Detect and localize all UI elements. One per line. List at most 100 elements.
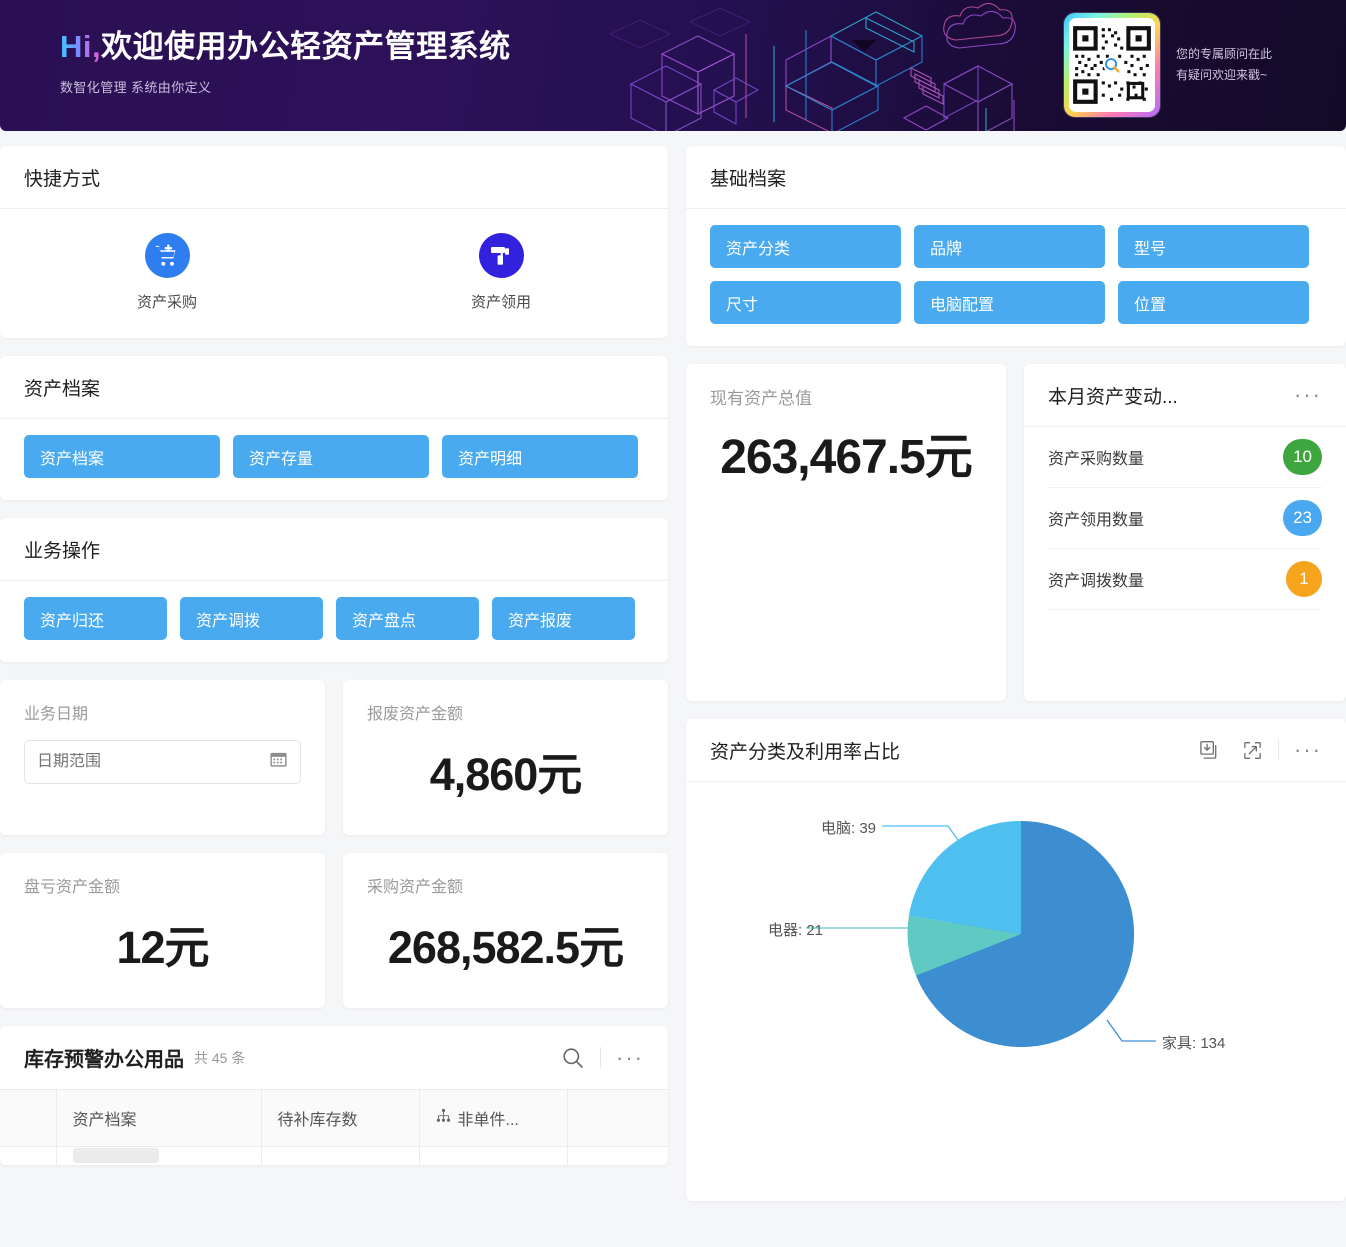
banner-hi: Hi,	[60, 29, 102, 64]
purchase-amount-value: 268,582.5元	[387, 922, 624, 973]
asset-archive-card: 资产档案 资产档案 资产存量 资产明细	[0, 356, 668, 500]
pie-label-computer: 电脑: 39	[821, 820, 877, 837]
shortcuts-list: 资产采购 资产领用	[0, 209, 668, 338]
monthly-change-list: 资产采购数量 10 资产领用数量 23 资产调拨数量 1	[1024, 427, 1346, 610]
table-col-extra	[567, 1089, 668, 1147]
table-cell-asset-archive	[56, 1146, 262, 1165]
chart-toolbar-divider	[1278, 739, 1280, 761]
chart-more-button[interactable]: ···	[1294, 737, 1322, 762]
basic-archive-card: 基础档案 资产分类 品牌 型号 尺寸 电脑配置 位置	[686, 146, 1346, 346]
monthly-change-more-button[interactable]: ···	[1294, 382, 1322, 407]
loss-amount-card: 盘亏资产金额 12元	[0, 853, 325, 1008]
change-label: 资产采购数量	[1048, 451, 1145, 468]
paint-roller-icon	[478, 233, 524, 278]
button-asset-return[interactable]: 资产归还	[24, 597, 167, 640]
basic-archive-title: 基础档案	[710, 168, 787, 190]
total-value-card: 现有资产总值 263,467.5元	[686, 364, 1006, 701]
metrics-row-2: 盘亏资产金额 12元 采购资产金额 268,582.5元	[0, 853, 668, 1008]
button-asset-transfer[interactable]: 资产调拨	[180, 597, 323, 640]
loss-amount-label: 盘亏资产金额	[24, 879, 121, 896]
qr-code-frame[interactable]	[1064, 13, 1160, 117]
business-date-label: 业务日期	[24, 706, 89, 723]
button-computer-config[interactable]: 电脑配置	[914, 281, 1105, 324]
table-cell-non-single	[419, 1146, 568, 1165]
banner-decoration-left	[608, 7, 752, 49]
summary-row: 现有资产总值 263,467.5元 本月资产变动... ··· 资产采购数量 1…	[686, 364, 1346, 701]
table-cell-select	[0, 1146, 57, 1165]
change-label: 资产调拨数量	[1048, 573, 1145, 590]
business-ops-header: 业务操作	[0, 518, 668, 581]
qr-logo-icon	[1103, 56, 1121, 74]
button-asset-scrap[interactable]: 资产报废	[492, 597, 635, 640]
table-col-select	[0, 1089, 57, 1147]
button-size[interactable]: 尺寸	[710, 281, 901, 324]
shortcuts-title: 快捷方式	[24, 168, 101, 190]
inventory-table-title: 库存预警办公用品	[24, 1049, 184, 1071]
table-cell-extra	[567, 1147, 668, 1165]
button-asset-category[interactable]: 资产分类	[710, 225, 901, 268]
total-value-body: 现有资产总值 263,467.5元	[686, 364, 1006, 701]
shopping-cart-plus-icon	[144, 233, 190, 278]
monthly-change-title: 本月资产变动...	[1048, 386, 1178, 408]
pie-label-appliance: 电器: 21	[768, 922, 824, 939]
banner-decoration-isometric-city	[629, 2, 1016, 131]
consultant-line-2: 有疑问欢迎来戳~	[1176, 68, 1268, 82]
button-asset-detail[interactable]: 资产明细	[442, 435, 638, 478]
status-badge: 10	[1283, 439, 1322, 475]
purchase-amount-label: 采购资产金额	[367, 879, 464, 896]
scrap-amount-body: 报废资产金额 4,860元	[343, 680, 668, 835]
button-asset-inventory[interactable]: 资产盘点	[336, 597, 479, 640]
right-column: 基础档案 资产分类 品牌 型号 尺寸 电脑配置 位置 现有资产总值 263,46…	[686, 146, 1346, 1201]
banner-title-rest: 欢迎使用办公轻资产管理系统	[101, 29, 511, 64]
consultant-qr-block: 您的专属顾问在此 有疑问欢迎来戳~	[1064, 13, 1272, 117]
table-col-restock-count: 待补库存数	[261, 1089, 420, 1147]
table-col-asset-archive: 资产档案	[56, 1089, 262, 1147]
shortcuts-card: 快捷方式 资产采购	[0, 146, 668, 338]
shortcut-asset-requisition[interactable]: 资产领用	[334, 233, 668, 312]
pie-chart-area: 电脑: 39 电器: 21 家具: 134	[686, 782, 1346, 1088]
inventory-table: 资产档案 待补库存数	[0, 1089, 668, 1165]
scrap-amount-value: 4,860元	[429, 749, 583, 800]
pie-slice-computer	[908, 820, 1021, 934]
shortcut-asset-purchase[interactable]: 资产采购	[0, 233, 334, 312]
table-row[interactable]	[0, 1146, 668, 1165]
inventory-more-button[interactable]: ···	[616, 1044, 644, 1070]
welcome-banner: Hi,欢迎使用办公轻资产管理系统 数智化管理 系统由你定义	[0, 0, 1346, 131]
table-header-row: 资产档案 待补库存数	[0, 1089, 668, 1147]
business-date-body: 业务日期	[0, 680, 325, 804]
change-row-transfer: 资产调拨数量 1	[1048, 549, 1322, 610]
change-row-purchase: 资产采购数量 10	[1048, 427, 1322, 488]
shortcut-label: 资产领用	[470, 294, 531, 311]
qr-code-image	[1069, 18, 1155, 112]
left-column: 快捷方式 资产采购	[0, 146, 668, 1165]
business-ops-title: 业务操作	[24, 540, 101, 562]
expand-icon[interactable]	[1242, 740, 1263, 761]
toolbar-divider	[600, 1046, 602, 1069]
pie-slice-appliance	[907, 915, 1021, 976]
basic-archive-header: 基础档案	[686, 146, 1346, 209]
button-asset-stock[interactable]: 资产存量	[233, 435, 429, 478]
loading-placeholder	[72, 1148, 159, 1164]
banner-text-block: Hi,欢迎使用办公轻资产管理系统 数智化管理 系统由你定义	[60, 26, 511, 96]
button-model[interactable]: 型号	[1118, 225, 1309, 268]
shortcuts-card-header: 快捷方式	[0, 146, 668, 209]
asset-archive-buttons: 资产档案 资产存量 资产明细	[0, 419, 668, 500]
button-brand[interactable]: 品牌	[914, 225, 1105, 268]
button-location[interactable]: 位置	[1118, 281, 1309, 324]
date-range-field[interactable]	[37, 753, 269, 771]
total-value-amount: 263,467.5元	[720, 431, 973, 484]
loss-amount-value: 12元	[116, 922, 209, 973]
date-range-input[interactable]	[24, 740, 301, 784]
basic-archive-buttons: 资产分类 品牌 型号 尺寸 电脑配置 位置	[686, 209, 1346, 346]
shortcut-label: 资产采购	[136, 294, 197, 311]
scrap-amount-card: 报废资产金额 4,860元	[343, 680, 668, 835]
pie-leader-computer	[882, 825, 964, 848]
change-row-requisition: 资产领用数量 23	[1048, 488, 1322, 549]
save-icon[interactable]	[1199, 740, 1220, 761]
asset-category-chart-card: 资产分类及利用率占比 ···	[686, 719, 1346, 1201]
consultant-text: 您的专属顾问在此 有疑问欢迎来戳~	[1176, 44, 1272, 86]
button-asset-archive[interactable]: 资产档案	[24, 435, 220, 478]
calendar-icon[interactable]	[269, 750, 288, 774]
search-icon[interactable]	[561, 1046, 585, 1070]
consultant-line-1: 您的专属顾问在此	[1176, 47, 1273, 61]
